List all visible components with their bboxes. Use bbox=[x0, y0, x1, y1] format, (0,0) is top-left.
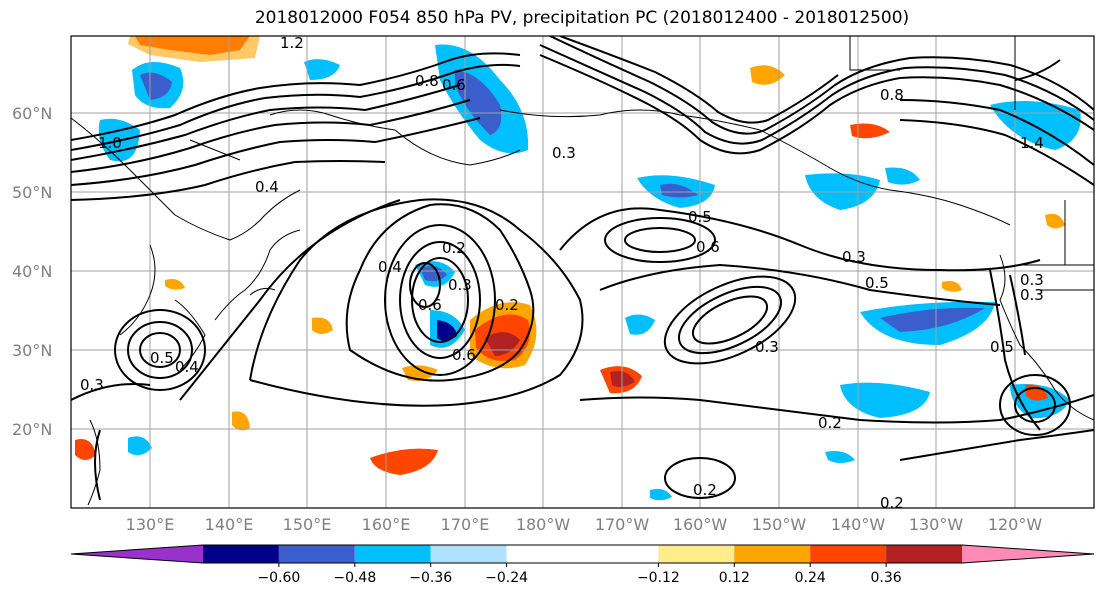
latitude-labels: 60°N 50°N 40°N 30°N 20°N bbox=[12, 104, 52, 439]
colorbar-segment bbox=[582, 545, 659, 563]
contour-label: 0.6 bbox=[418, 296, 442, 314]
contour-label: 0.3 bbox=[842, 248, 866, 266]
colorbar bbox=[70, 544, 1095, 564]
colorbar-segment bbox=[203, 545, 279, 563]
colorbar-segment bbox=[810, 545, 887, 563]
lon-label: 130°E bbox=[126, 515, 175, 534]
contour-label: 0.8 bbox=[415, 72, 439, 90]
colorbar-outline bbox=[70, 544, 1095, 564]
coastlines bbox=[71, 36, 1094, 506]
contour-label: 0.5 bbox=[990, 338, 1014, 356]
colorbar-tick-label: −0.48 bbox=[333, 570, 376, 586]
contour-labels: 0.8 0.6 0.3 0.8 1.0 1.4 1.2 0.3 0.2 0.4 … bbox=[80, 34, 1044, 512]
contour-label: 0.3 bbox=[1020, 271, 1044, 289]
colorbar-segment bbox=[278, 545, 355, 563]
colorbar-segment bbox=[430, 545, 507, 563]
colorbar-segment bbox=[734, 545, 811, 563]
map-panel bbox=[71, 36, 1094, 508]
contour-label: 1.0 bbox=[98, 134, 122, 152]
colorbar-extend-high bbox=[962, 545, 1094, 563]
contour-label: 0.2 bbox=[693, 481, 717, 499]
contour-label: 0.3 bbox=[80, 376, 104, 394]
contour-label: 0.4 bbox=[255, 178, 279, 196]
lon-label: 160°E bbox=[362, 515, 411, 534]
contour-label: 0.5 bbox=[150, 349, 174, 367]
contour-label: 0.3 bbox=[1020, 286, 1044, 304]
contour-label: 0.3 bbox=[448, 276, 472, 294]
colorbar-tick-label: −0.12 bbox=[637, 570, 680, 586]
lon-label: 150°E bbox=[283, 515, 332, 534]
lat-label: 50°N bbox=[12, 183, 52, 202]
colorbar-tick-label: −0.36 bbox=[409, 570, 452, 586]
lon-label: 120°W bbox=[988, 515, 1043, 534]
lon-label: 160°W bbox=[673, 515, 728, 534]
colorbar-tick-label: 0.12 bbox=[719, 570, 750, 586]
colorbar-segment bbox=[658, 545, 735, 563]
contour-label: 0.5 bbox=[688, 208, 712, 226]
contour-label: 0.5 bbox=[865, 274, 889, 292]
contour-label: 0.2 bbox=[495, 296, 519, 314]
colorbar-tick-label: −0.24 bbox=[485, 570, 528, 586]
contour-label: 0.2 bbox=[442, 239, 466, 257]
lat-label: 30°N bbox=[12, 341, 52, 360]
contour-label: 0.4 bbox=[175, 358, 199, 376]
contour-label: 1.4 bbox=[1020, 134, 1044, 152]
colorbar-tick-label: 0.24 bbox=[795, 570, 826, 586]
contour-label: 0.3 bbox=[552, 144, 576, 162]
contour-label: 0.6 bbox=[696, 238, 720, 256]
colorbar-extend-low bbox=[71, 545, 203, 563]
map-title: 2018012000 F054 850 hPa PV, precipitatio… bbox=[254, 8, 910, 28]
lat-label: 40°N bbox=[12, 262, 52, 281]
lon-label: 130°W bbox=[909, 515, 964, 534]
contour-label: 0.4 bbox=[378, 258, 402, 276]
lon-label: 140°E bbox=[205, 515, 254, 534]
lon-label: 150°W bbox=[752, 515, 807, 534]
colorbar-segment bbox=[886, 545, 962, 563]
contour-label: 1.2 bbox=[280, 34, 304, 52]
contour-label: 0.2 bbox=[880, 494, 904, 512]
lat-label: 60°N bbox=[12, 104, 52, 123]
lat-label: 20°N bbox=[12, 420, 52, 439]
lon-label: 180°W bbox=[516, 515, 571, 534]
contour-label: 0.6 bbox=[442, 76, 466, 94]
longitude-labels: 130°E 140°E 150°E 160°E 170°E 180°W 170°… bbox=[126, 515, 1043, 534]
pv-contours bbox=[71, 36, 1094, 501]
contour-label: 0.2 bbox=[818, 414, 842, 432]
colorbar-tick-label: 0.36 bbox=[871, 570, 902, 586]
contour-label: 0.6 bbox=[452, 346, 476, 364]
contour-label: 0.3 bbox=[755, 338, 779, 356]
colorbar-ticks: −0.60 −0.48 −0.36 −0.24 −0.12 0.12 0.24 0.36 bbox=[257, 563, 902, 586]
lon-label: 140°W bbox=[831, 515, 886, 534]
lon-label: 170°W bbox=[595, 515, 650, 534]
colorbar-tick-label: −0.60 bbox=[257, 570, 300, 586]
colorbar-segment bbox=[354, 545, 431, 563]
contour-label: 0.8 bbox=[880, 86, 904, 104]
colorbar-segment bbox=[506, 545, 583, 563]
map-frame bbox=[70, 35, 1095, 509]
lon-label: 170°E bbox=[441, 515, 490, 534]
